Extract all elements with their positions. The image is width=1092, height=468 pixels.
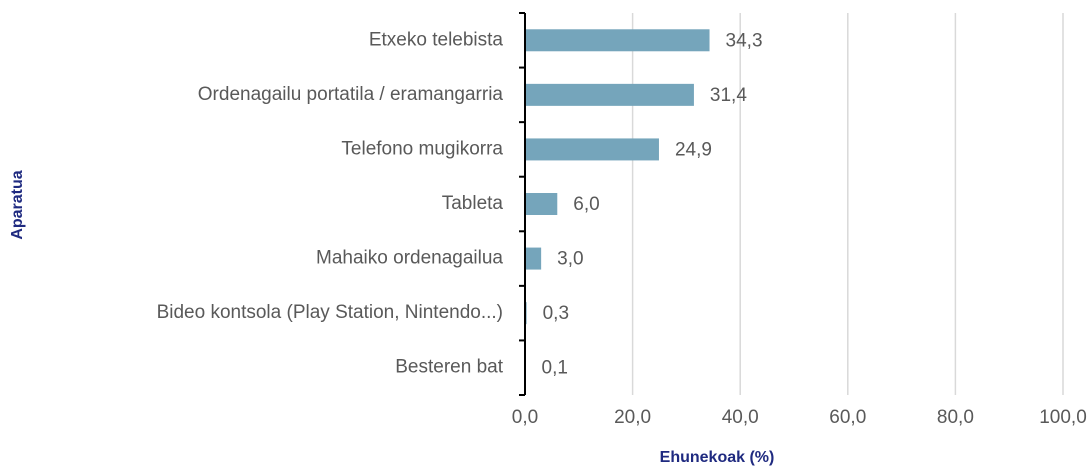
bar: [525, 193, 558, 215]
bar: [525, 247, 542, 270]
y-tick-label: Mahaiko ordenagailua: [316, 248, 503, 269]
data-label: 0,1: [542, 358, 568, 379]
y-tick-label: Besteren bat: [395, 357, 503, 378]
x-tick-label: 40,0: [722, 407, 759, 428]
x-tick-label: 60,0: [829, 407, 866, 428]
data-label: 34,3: [726, 30, 763, 51]
y-tick-label: Telefono mugikorra: [341, 138, 503, 159]
data-label: 3,0: [557, 249, 583, 270]
x-tick-label: 20,0: [614, 407, 651, 428]
data-label: 31,4: [710, 85, 747, 106]
x-tick-label: 0,0: [512, 407, 538, 428]
x-axis-title: Ehunekoak (%): [660, 449, 775, 466]
x-tick-label: 80,0: [937, 407, 974, 428]
y-axis-title: Aparatua: [9, 170, 26, 239]
y-tick-label: Etxeko telebista: [369, 29, 504, 50]
bar: [525, 29, 710, 52]
bar: [525, 83, 694, 106]
data-label: 0,3: [543, 303, 569, 324]
y-tick-label: Bideo kontsola (Play Station, Nintendo..…: [157, 302, 503, 323]
y-tick-label: Tableta: [442, 193, 504, 214]
y-tick-label: Ordenagailu portatila / eramangarria: [198, 84, 504, 105]
data-label: 6,0: [573, 194, 599, 215]
bar: [525, 138, 659, 161]
data-label: 24,9: [675, 139, 712, 160]
x-tick-label: 100,0: [1039, 407, 1087, 428]
